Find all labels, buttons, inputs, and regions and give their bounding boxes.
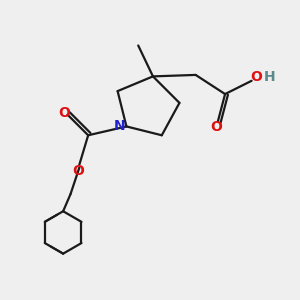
Text: O: O xyxy=(72,164,84,178)
Text: O: O xyxy=(251,70,262,84)
Text: N: N xyxy=(114,119,126,134)
Text: O: O xyxy=(58,106,70,120)
Text: O: O xyxy=(210,120,222,134)
Text: H: H xyxy=(264,70,276,84)
